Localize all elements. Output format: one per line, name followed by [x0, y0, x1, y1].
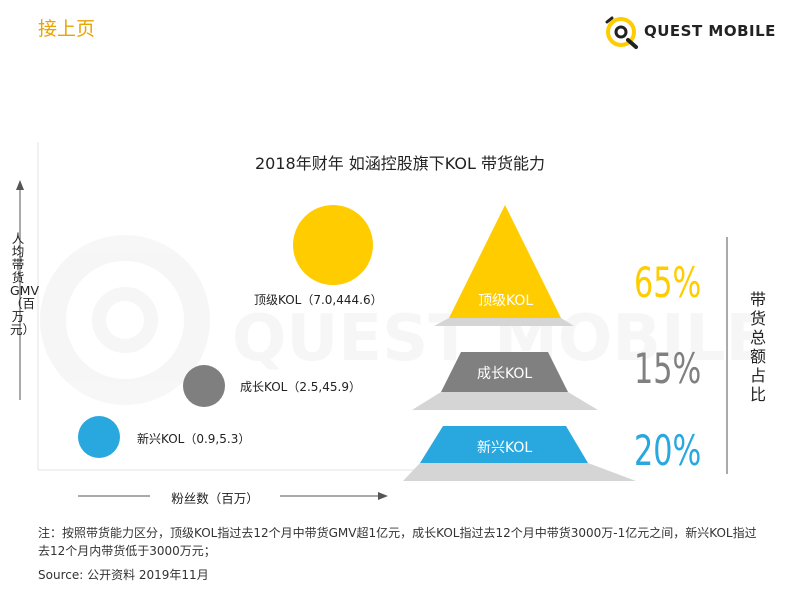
- share-value-emerging: 20%: [634, 426, 702, 475]
- bubble-top-kol: [293, 205, 373, 285]
- share-pyramid: [403, 205, 636, 481]
- tier-label-top: 顶级KOL: [478, 293, 534, 309]
- pyramid-bottom-tier: [420, 426, 588, 463]
- source-line: Source: 公开资料 2019年11月: [38, 568, 209, 582]
- chart-title: 2018年财年 如涵控股旗下KOL 带货能力: [254, 154, 546, 173]
- y-axis-arrow: [16, 180, 24, 400]
- pyramid-middle-tier: [441, 352, 568, 392]
- page-title: 接上页: [38, 18, 96, 40]
- quest-mobile-logo: QUEST MOBILE: [604, 14, 776, 50]
- tier-label-growth: 成长KOL: [477, 366, 533, 382]
- bubble-emerging-kol: [78, 416, 120, 458]
- bubble-label-growth-kol: 成长KOL（2.5,45.9）: [240, 380, 361, 394]
- logo-text: QUEST MOBILE: [644, 22, 776, 40]
- bubble-label-top-kol: 顶级KOL（7.0,444.6）: [254, 293, 383, 307]
- tier-label-emerging: 新兴KOL: [477, 440, 533, 456]
- bubble-label-emerging-kol: 新兴KOL（0.9,5.3）: [137, 432, 251, 446]
- share-axis-label: 带货总额占比: [749, 290, 766, 404]
- share-value-growth: 15%: [634, 344, 702, 393]
- x-axis-arrow: [78, 492, 388, 500]
- pyramid-top-tier: [449, 205, 561, 318]
- footnote: 注：按照带货能力区分，顶级KOL指过去12个月中带货GMV超1亿元，成长KOL指…: [38, 526, 757, 558]
- y-axis-label: 人均带货GMV（百万元）: [10, 231, 40, 337]
- logo-icon: [605, 16, 638, 49]
- x-axis-label: 粉丝数（百万）: [171, 491, 259, 506]
- bubble-growth-kol: [183, 365, 225, 407]
- share-value-top: 65%: [634, 258, 702, 307]
